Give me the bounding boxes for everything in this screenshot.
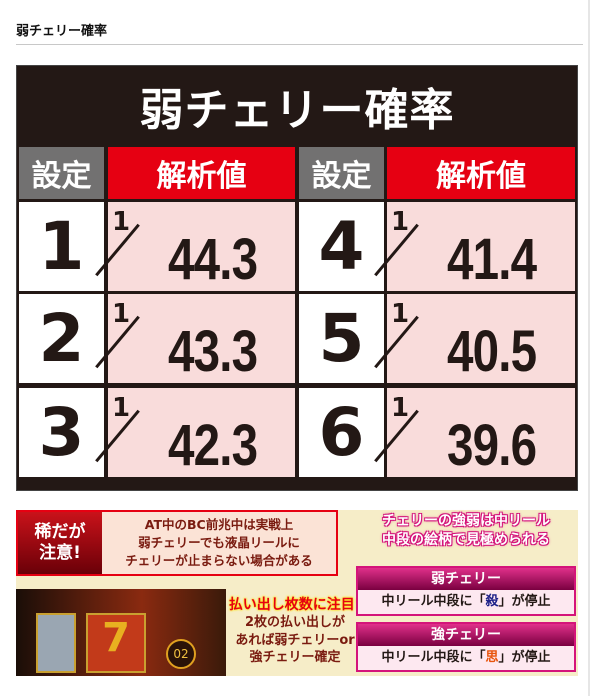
cherry-heading-line: 中段の絵柄で見極められる — [382, 531, 550, 548]
payout-title: 払い出し枚数に注目! — [228, 597, 362, 613]
fraction-prefix: 1 — [374, 392, 447, 473]
value-cell: 1 40.5 — [374, 294, 575, 384]
desc-post: 」が停止 — [498, 650, 551, 665]
reel-left — [36, 613, 76, 673]
warning-label: 稀だが 注意! — [18, 512, 102, 574]
value-cell: 1 42.3 — [95, 388, 295, 478]
divider — [16, 44, 583, 45]
setting-cell: 5 — [299, 294, 384, 383]
info-banner-image: 稀だが 注意! AT中のBC前兆中は実戦上 弱チェリーでも液晶リールに チェリーが… — [16, 510, 578, 676]
warning-line: チェリーが止まらない場合がある — [125, 553, 313, 569]
value-cell: 1 41.4 — [374, 202, 575, 292]
desc-post: 」が停止 — [498, 594, 551, 609]
payout-line: 2枚の払い出しが — [244, 615, 346, 630]
value-cell: 1 43.3 — [95, 294, 295, 384]
denominator: 40.5 — [447, 319, 537, 384]
probability-table-image: 弱チェリー確率 設定 解析値 設定 解析値 1 1 44.3 2 1 43.3 3 1 42.3… — [16, 65, 578, 491]
weak-cherry-desc: 中リール中段に「殺」が停止 — [358, 590, 574, 614]
fraction-prefix: 1 — [95, 392, 168, 473]
desc-pre: 中リール中段に「 — [381, 650, 486, 665]
setting-cell: 2 — [19, 294, 104, 383]
fraction-prefix: 1 — [95, 298, 168, 379]
warning-line: AT中のBC前兆中は実戦上 — [144, 516, 294, 532]
setting-cell: 4 — [299, 202, 384, 291]
desc-kanji: 殺 — [485, 594, 499, 609]
header-setting-2: 設定 — [299, 147, 384, 199]
payout-line: 強チェリー確定 — [249, 650, 341, 666]
numerator: 1 — [112, 206, 131, 237]
warning-line: 弱チェリーでも液晶リールに — [138, 534, 300, 550]
strong-cherry-title: 強チェリー — [358, 624, 574, 646]
strong-cherry-desc: 中リール中段に「思」が停止 — [358, 646, 574, 670]
setting-cell: 3 — [19, 388, 104, 477]
header-setting: 設定 — [19, 147, 104, 199]
weak-cherry-title: 弱チェリー — [358, 568, 574, 590]
fraction-prefix: 1 — [374, 298, 447, 379]
warning-text: AT中のBC前兆中は実戦上 弱チェリーでも液晶リールに チェリーが止まらない場合… — [102, 512, 336, 574]
payout-text: 2枚の払い出しが あれば弱チェリーor 強チェリー確定 — [228, 614, 362, 667]
numerator: 1 — [112, 392, 131, 423]
numerator: 1 — [391, 298, 410, 329]
strong-cherry-box: 強チェリー 中リール中段に「思」が停止 — [356, 622, 576, 672]
setting-cell: 1 — [19, 202, 104, 291]
denominator: 44.3 — [168, 227, 258, 292]
value-cell: 1 39.6 — [374, 388, 575, 478]
numerator: 1 — [391, 206, 410, 237]
payout-badge: 02 — [166, 639, 196, 669]
section-title: 弱チェリー確率 — [16, 24, 108, 39]
scrollbar[interactable] — [588, 0, 590, 696]
weak-cherry-box: 弱チェリー 中リール中段に「殺」が停止 — [356, 566, 576, 616]
fraction-prefix: 1 — [374, 206, 447, 287]
denominator: 41.4 — [447, 227, 537, 292]
header-value-2: 解析値 — [387, 147, 575, 199]
denominator: 43.3 — [168, 319, 258, 384]
payout-line: あれば弱チェリーor — [235, 632, 355, 648]
warning-box: 稀だが 注意! AT中のBC前兆中は実戦上 弱チェリーでも液晶リールに チェリーが… — [16, 510, 338, 576]
reel-screenshot: 7 02 — [16, 589, 226, 676]
fraction-prefix: 1 — [95, 206, 168, 287]
numerator: 1 — [391, 392, 410, 423]
denominator: 42.3 — [168, 413, 258, 478]
warning-label-line: 稀だが — [34, 521, 86, 542]
cherry-heading-line: チェリーの強弱は中リール — [382, 513, 550, 529]
setting-cell: 6 — [299, 388, 384, 477]
desc-pre: 中リール中段に「 — [381, 594, 486, 609]
value-cell: 1 44.3 — [95, 202, 295, 292]
warning-label-line: 注意! — [39, 543, 81, 563]
numerator: 1 — [112, 298, 131, 329]
desc-kanji: 思 — [485, 650, 499, 665]
reel-center-seven: 7 — [86, 613, 146, 673]
table-title: 弱チェリー確率 — [139, 85, 455, 136]
denominator: 39.6 — [447, 413, 537, 478]
cherry-heading: チェリーの強弱は中リール 中段の絵柄で見極められる — [354, 512, 578, 550]
header-value: 解析値 — [108, 147, 295, 199]
